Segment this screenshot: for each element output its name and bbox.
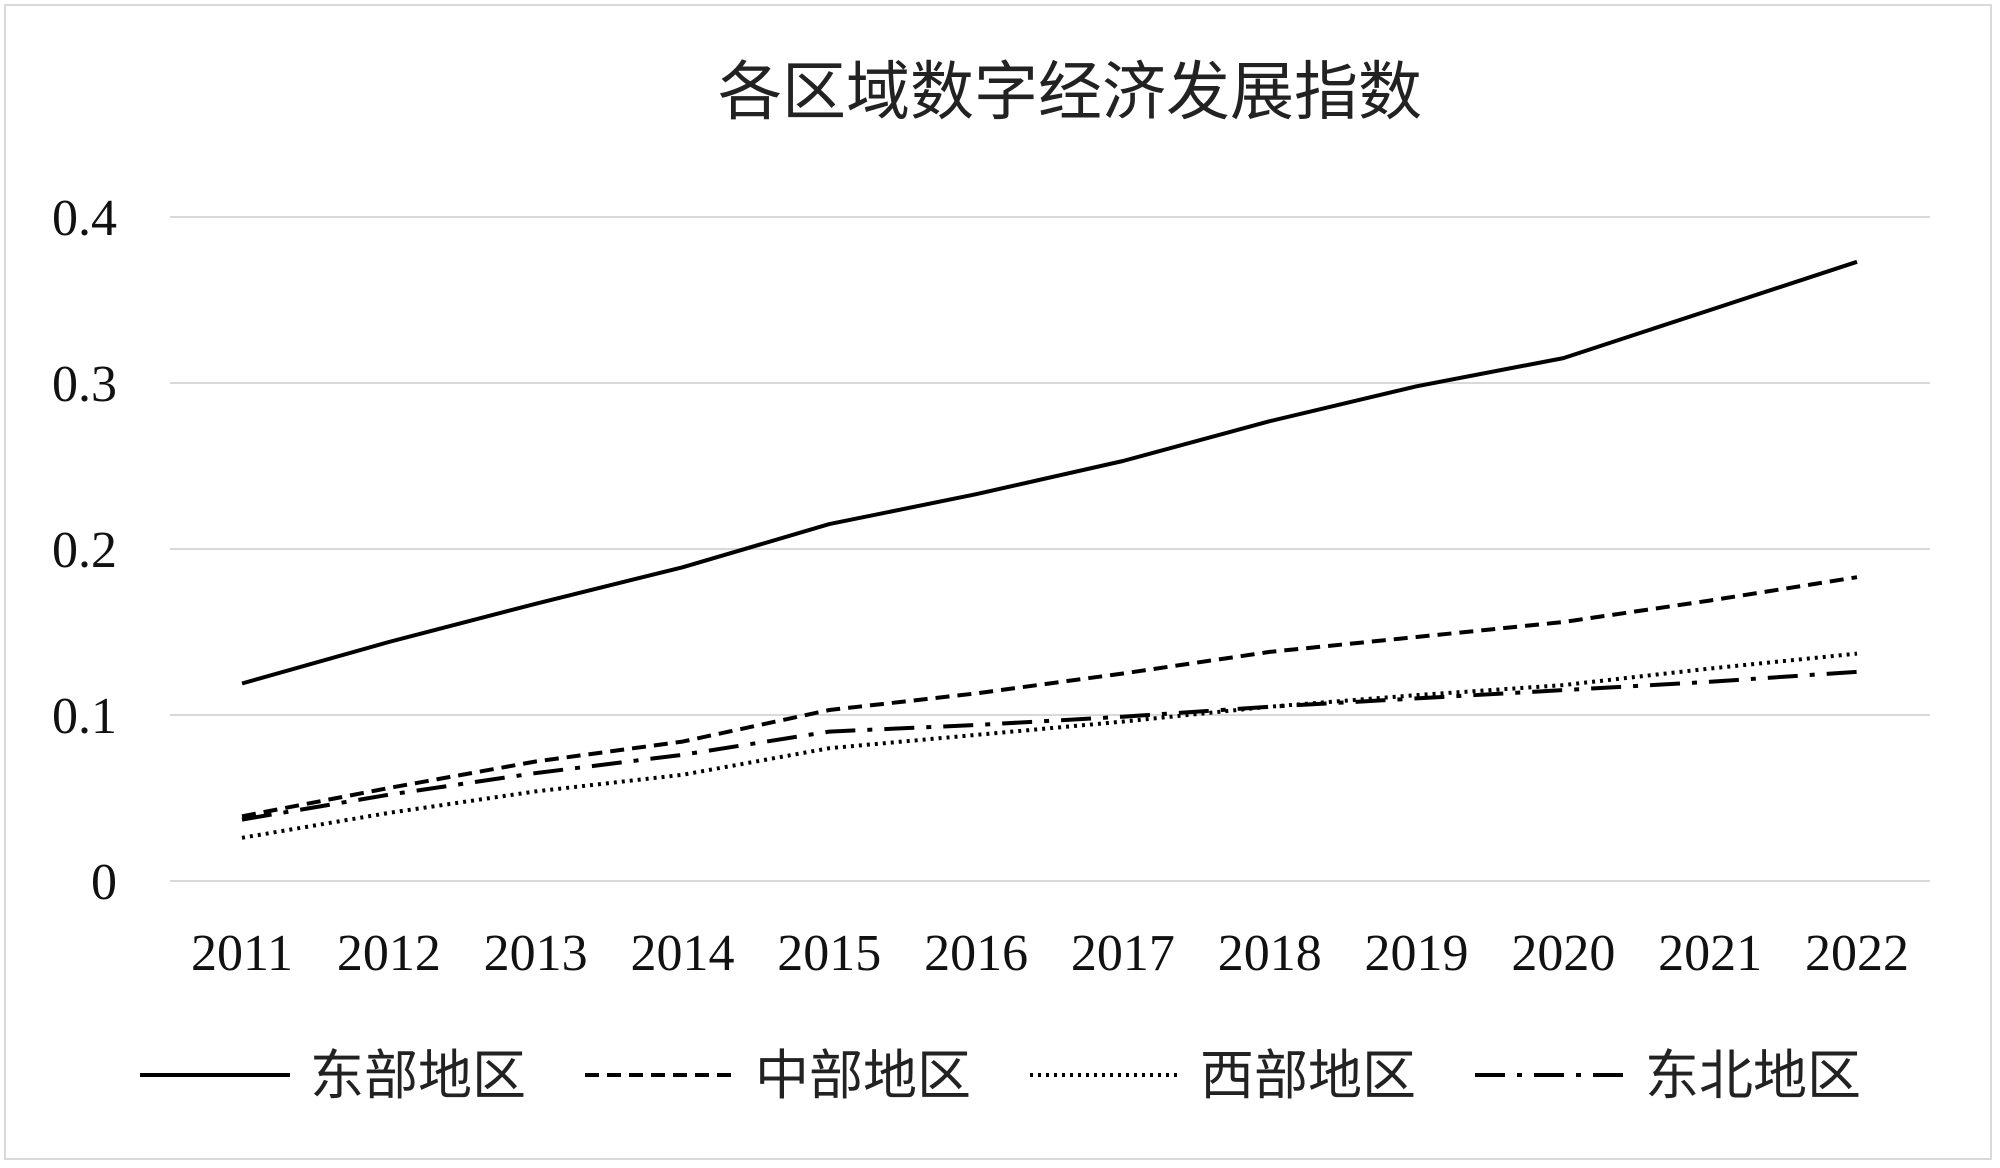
chart-title: 各区域数字经济发展指数 (718, 56, 1422, 130)
legend-label: 东部地区 (310, 1044, 526, 1107)
y-tick-label: 0.1 (52, 688, 117, 745)
series-line (241, 651, 1858, 840)
x-tick-label: 2013 (484, 925, 588, 982)
series-line (241, 669, 1858, 822)
legend-label: 西部地区 (1200, 1044, 1416, 1107)
y-tick-label: 0 (91, 854, 117, 911)
x-tick-label: 2022 (1805, 925, 1909, 982)
x-tick-label: 2018 (1218, 925, 1322, 982)
x-axis-ticks: 2011 2012 2013 2014 2015 2016 2017 2018 2019 2020… (191, 925, 1909, 982)
y-tick-label: 0.4 (52, 190, 117, 247)
x-tick-label: 2017 (1071, 925, 1175, 982)
legend-label: 东北地区 (1645, 1044, 1861, 1107)
chart-frame (4, 4, 1992, 1160)
x-tick-label: 2014 (630, 925, 734, 982)
y-axis-ticks: 0 0.1 0.2 0.3 0.4 (52, 190, 117, 911)
x-tick-label: 2021 (1658, 925, 1762, 982)
series-lines (241, 259, 1858, 840)
x-tick-label: 2016 (924, 925, 1028, 982)
x-tick-label: 2012 (337, 925, 441, 982)
x-tick-label: 2011 (191, 925, 293, 982)
gridlines (170, 216, 1930, 882)
series-line (241, 575, 1858, 819)
series-line (241, 259, 1858, 686)
x-tick-label: 2019 (1365, 925, 1469, 982)
y-tick-label: 0.2 (52, 522, 117, 579)
y-tick-label: 0.3 (52, 356, 117, 413)
x-tick-label: 2015 (777, 925, 881, 982)
x-tick-label: 2020 (1511, 925, 1615, 982)
legend: 东部地区 中部地区 西部地区 东北地区 (140, 1044, 1861, 1107)
legend-label: 中部地区 (755, 1044, 971, 1107)
